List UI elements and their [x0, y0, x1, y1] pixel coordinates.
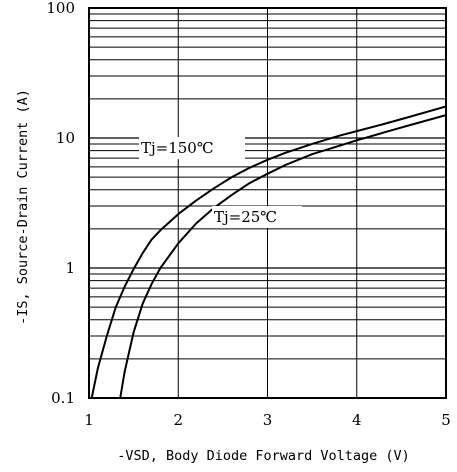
y-tick-label: 10 [56, 129, 75, 147]
y-tick-label: 100 [46, 0, 75, 17]
series-label-bg [139, 137, 245, 159]
x-tick-label: 3 [263, 411, 273, 429]
x-axis-label: -VSD, Body Diode Forward Voltage (V) [117, 448, 410, 464]
series-label-1: Tj=25℃ [214, 208, 277, 226]
x-tick-label: 5 [441, 411, 451, 429]
y-axis-label: -IS, Source-Drain Current (A) [15, 89, 31, 325]
series-labels: Tj=150℃ Tj=25℃ [139, 137, 302, 228]
curves [90, 105, 447, 399]
series-label-bg [212, 206, 302, 228]
plot-frame [88, 7, 447, 399]
tick-labels: 0.1 1 10 100 1 2 3 4 5 [46, 0, 450, 429]
series-line-1 [119, 114, 447, 399]
series-line-0 [90, 105, 447, 399]
x-tick-label: 1 [84, 411, 94, 429]
grid [89, 8, 446, 398]
x-tick-label: 2 [173, 411, 183, 429]
y-tick-label: 1 [65, 259, 75, 277]
x-tick-label: 4 [352, 411, 362, 429]
series-label-0: Tj=150℃ [141, 139, 214, 157]
y-tick-label: 0.1 [51, 389, 75, 407]
